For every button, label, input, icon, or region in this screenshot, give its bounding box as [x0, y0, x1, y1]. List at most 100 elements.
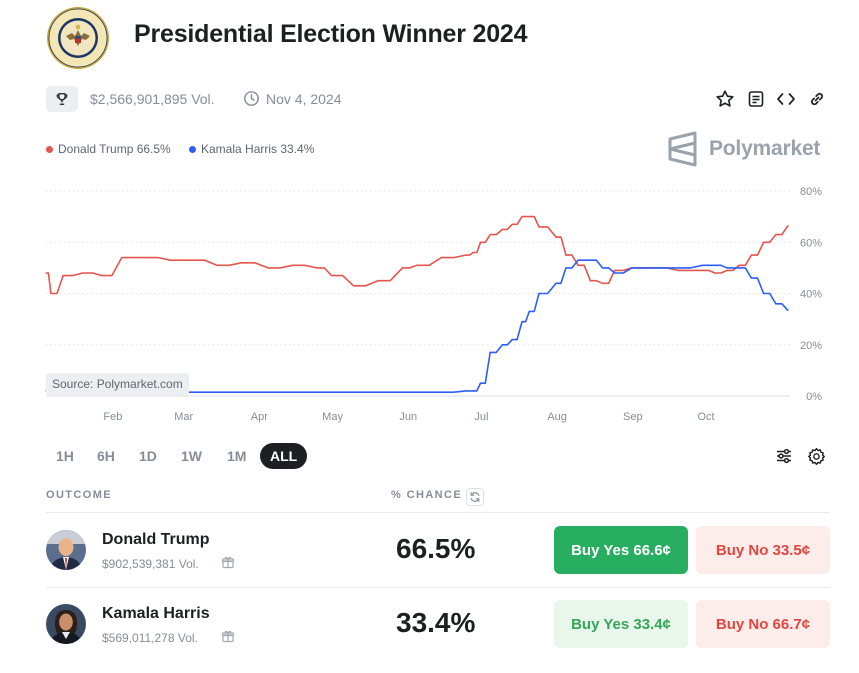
table-divider	[46, 512, 830, 513]
embed-button[interactable]	[774, 87, 798, 111]
outcome-chance: 66.5%	[396, 533, 476, 564]
period-tab-6h[interactable]: 6H	[97, 448, 115, 464]
period-tab-all[interactable]: ALL	[260, 443, 308, 469]
data-point-trump	[121, 257, 123, 259]
data-point-trump	[489, 233, 491, 236]
data-point-trump	[352, 285, 355, 287]
period-tab-1m[interactable]: 1M	[227, 448, 247, 464]
refresh-button[interactable]	[466, 488, 484, 506]
data-point-trump	[291, 264, 294, 266]
outcome-chance: 33.4%	[396, 607, 476, 638]
data-point-trump	[465, 254, 467, 256]
data-point-harris	[614, 272, 616, 274]
page-title: Presidential Election Winner 2024	[134, 20, 528, 48]
x-tick-label: Mar	[174, 411, 193, 423]
star-button[interactable]	[713, 87, 737, 111]
data-point-trump	[528, 216, 530, 218]
buy-yes-button[interactable]: Buy Yes 33.4¢	[554, 600, 688, 648]
trophy-badge	[46, 86, 78, 112]
data-point-harris	[589, 259, 591, 261]
data-point-harris	[472, 390, 474, 392]
data-point-trump	[169, 259, 172, 261]
buy-yes-button[interactable]: Buy Yes 66.6¢	[554, 526, 688, 574]
data-point-harris	[216, 391, 218, 393]
price-history-chart[interactable]: 80% 60% 40% 20% 0% Feb Mar Apr May Jun Jul Aug Sep O…	[0, 175, 859, 430]
document-icon	[748, 91, 764, 107]
embed-code-icon	[777, 93, 795, 105]
data-point-trump	[191, 259, 194, 261]
gift-icon	[221, 630, 235, 643]
x-tick-label: Aug	[547, 411, 567, 423]
data-point-trump	[501, 228, 504, 231]
copy-link-button[interactable]	[805, 87, 829, 111]
data-point-trump	[479, 241, 482, 243]
avatar-trump	[46, 530, 86, 570]
chart-filters-button[interactable]	[772, 444, 796, 468]
data-point-trump	[565, 254, 567, 256]
data-point-harris	[489, 351, 491, 354]
data-point-trump	[714, 272, 716, 274]
data-point-harris	[401, 391, 403, 393]
data-point-trump	[62, 274, 64, 277]
outcome-volume: $902,539,381 Vol.	[102, 557, 199, 571]
period-tab-1h[interactable]: 1H	[56, 448, 74, 464]
data-point-trump	[538, 226, 540, 228]
data-point-harris	[738, 267, 740, 269]
refresh-icon	[470, 492, 480, 502]
period-tab-1w[interactable]: 1W	[181, 448, 202, 464]
legend-dot-trump	[46, 145, 53, 153]
data-point-harris	[465, 390, 467, 392]
data-point-harris	[653, 267, 655, 269]
data-point-trump	[677, 269, 679, 272]
column-header-chance: % CHANCE	[391, 489, 463, 501]
star-icon	[716, 90, 734, 107]
gear-icon	[807, 447, 825, 465]
data-point-harris	[521, 321, 523, 323]
outcome-name: Donald Trump	[102, 531, 210, 548]
data-point-trump	[416, 264, 418, 266]
data-point-trump	[316, 267, 318, 269]
table-divider	[46, 587, 830, 588]
chart-source-watermark: Source: Polymarket.com	[46, 373, 189, 395]
data-point-harris	[787, 309, 789, 312]
data-point-trump	[601, 282, 604, 284]
period-tab-1d[interactable]: 1D	[139, 448, 157, 464]
data-point-trump	[50, 292, 52, 295]
data-point-trump	[555, 236, 557, 238]
data-point-trump	[401, 267, 403, 269]
legend-item-trump: Donald Trump 66.5%	[46, 142, 171, 156]
x-tick-label: May	[322, 411, 343, 423]
chart-settings-button[interactable]	[804, 444, 828, 468]
data-point-trump	[377, 280, 379, 282]
data-point-trump	[701, 269, 704, 272]
data-point-harris	[677, 267, 679, 269]
polymarket-logo-icon	[668, 131, 697, 167]
buy-no-button[interactable]: Buy No 33.5¢	[696, 526, 830, 574]
document-button[interactable]	[744, 87, 768, 111]
data-point-trump	[787, 224, 789, 227]
data-point-harris	[528, 310, 530, 313]
data-point-trump	[762, 241, 765, 243]
buy-no-button[interactable]: Buy No 66.7¢	[696, 600, 830, 648]
x-tick-label: Feb	[103, 411, 122, 423]
data-point-trump	[267, 267, 269, 269]
link-icon	[811, 92, 823, 106]
end-date: Nov 4, 2024	[266, 91, 342, 107]
data-point-harris	[577, 259, 579, 261]
data-point-trump	[614, 269, 616, 272]
data-point-trump	[511, 223, 513, 225]
data-point-harris	[714, 264, 716, 266]
data-point-harris	[750, 277, 752, 279]
data-point-harris	[775, 303, 777, 305]
column-header-outcome: OUTCOME	[46, 489, 113, 501]
data-point-trump	[775, 233, 777, 236]
x-axis-ticks: Feb Mar Apr May Jun Jul Aug Sep Oct	[103, 411, 714, 423]
market-volume: $2,566,901,895 Vol.	[90, 91, 215, 107]
x-tick-label: Jul	[474, 411, 488, 423]
outcome-name: Kamala Harris	[102, 605, 210, 622]
chart-grid	[46, 190, 790, 397]
data-point-harris	[352, 391, 355, 393]
data-point-harris	[377, 391, 379, 393]
data-point-harris	[501, 344, 504, 346]
legend-label-trump: Donald Trump 66.5%	[58, 142, 171, 156]
